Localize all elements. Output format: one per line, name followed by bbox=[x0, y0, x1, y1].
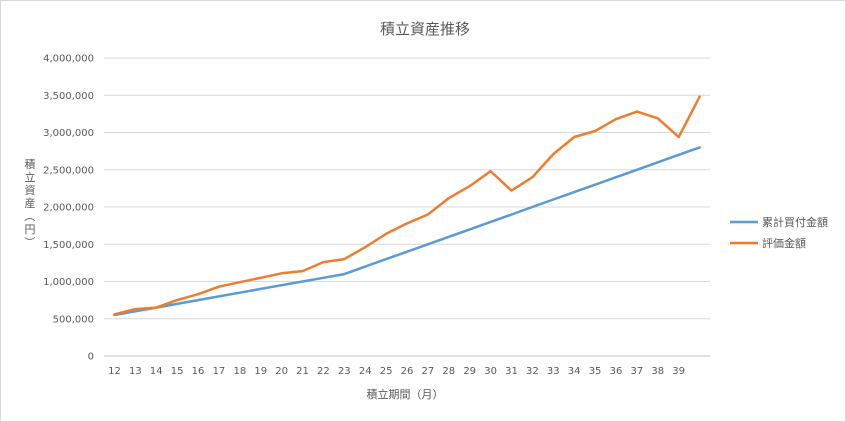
x-tick-label: 13 bbox=[129, 366, 142, 377]
legend-label: 累計買付金額 bbox=[762, 215, 828, 229]
x-tick-label: 28 bbox=[442, 366, 455, 377]
x-tick-label: 30 bbox=[484, 366, 497, 377]
x-tick-label: 18 bbox=[233, 366, 246, 377]
x-tick-label: 33 bbox=[547, 366, 560, 377]
gridlines bbox=[104, 57, 710, 357]
y-axis-label-char: 産 bbox=[25, 197, 36, 210]
y-tick-label: 4,000,000 bbox=[43, 54, 94, 65]
x-tick-label: 34 bbox=[568, 366, 581, 377]
x-tick-label: 23 bbox=[338, 366, 351, 377]
series-lines bbox=[113, 95, 701, 317]
y-tick-label: 2,000,000 bbox=[43, 203, 94, 214]
x-tick-label: 38 bbox=[651, 366, 664, 377]
x-tick-label: 17 bbox=[213, 366, 226, 377]
x-tick-label: 29 bbox=[463, 366, 476, 377]
y-axis-label-char: 円 bbox=[25, 223, 36, 236]
x-tick-label: 32 bbox=[526, 366, 539, 377]
x-axis-label: 積立期間（月） bbox=[367, 387, 444, 401]
x-tick-label: 25 bbox=[380, 366, 393, 377]
x-tick-label: 35 bbox=[589, 366, 602, 377]
y-tick-label: 500,000 bbox=[53, 314, 94, 325]
y-tick-label: 1,500,000 bbox=[43, 240, 94, 251]
x-tick-label: 39 bbox=[672, 366, 685, 377]
y-axis-label-char: 積 bbox=[25, 157, 36, 171]
x-tick-label: 37 bbox=[630, 366, 643, 377]
x-axis-ticks: 12 13 14 15 16 17 18 19 20 21 22 23 24 25 26 27 28 29 30 31… bbox=[108, 366, 685, 377]
y-axis-label: 積立資産（円） bbox=[23, 157, 36, 248]
y-axis-label-char: 立 bbox=[25, 170, 36, 184]
y-tick-label: 3,500,000 bbox=[43, 91, 94, 102]
y-tick-label: 3,000,000 bbox=[43, 128, 94, 139]
x-tick-label: 26 bbox=[401, 366, 414, 377]
y-tick-label: 2,500,000 bbox=[43, 165, 94, 176]
chart-title: 積立資産推移 bbox=[380, 20, 470, 38]
y-axis-label-char: （ bbox=[23, 211, 36, 222]
x-tick-label: 31 bbox=[505, 366, 518, 377]
x-tick-label: 16 bbox=[192, 366, 205, 377]
x-tick-label: 14 bbox=[150, 366, 163, 377]
legend-label: 評価金額 bbox=[762, 236, 806, 250]
y-tick-label: 0 bbox=[88, 352, 94, 363]
x-tick-label: 15 bbox=[171, 366, 184, 377]
x-tick-label: 19 bbox=[254, 366, 267, 377]
x-tick-label: 12 bbox=[108, 366, 121, 377]
x-tick-label: 22 bbox=[317, 366, 330, 377]
x-tick-label: 24 bbox=[359, 366, 372, 377]
y-tick-label: 1,000,000 bbox=[43, 277, 94, 288]
x-tick-label: 36 bbox=[610, 366, 623, 377]
x-tick-label: 27 bbox=[422, 366, 435, 377]
series-line-1 bbox=[113, 146, 701, 317]
x-tick-label: 21 bbox=[296, 366, 309, 377]
y-axis-label-char: 資 bbox=[25, 184, 36, 197]
y-axis-label-char: ） bbox=[23, 237, 36, 248]
x-tick-label: 20 bbox=[275, 366, 288, 377]
y-axis-ticks: 0 500,000 1,000,000 1,500,000 2,000,000 2,500… bbox=[43, 54, 94, 363]
